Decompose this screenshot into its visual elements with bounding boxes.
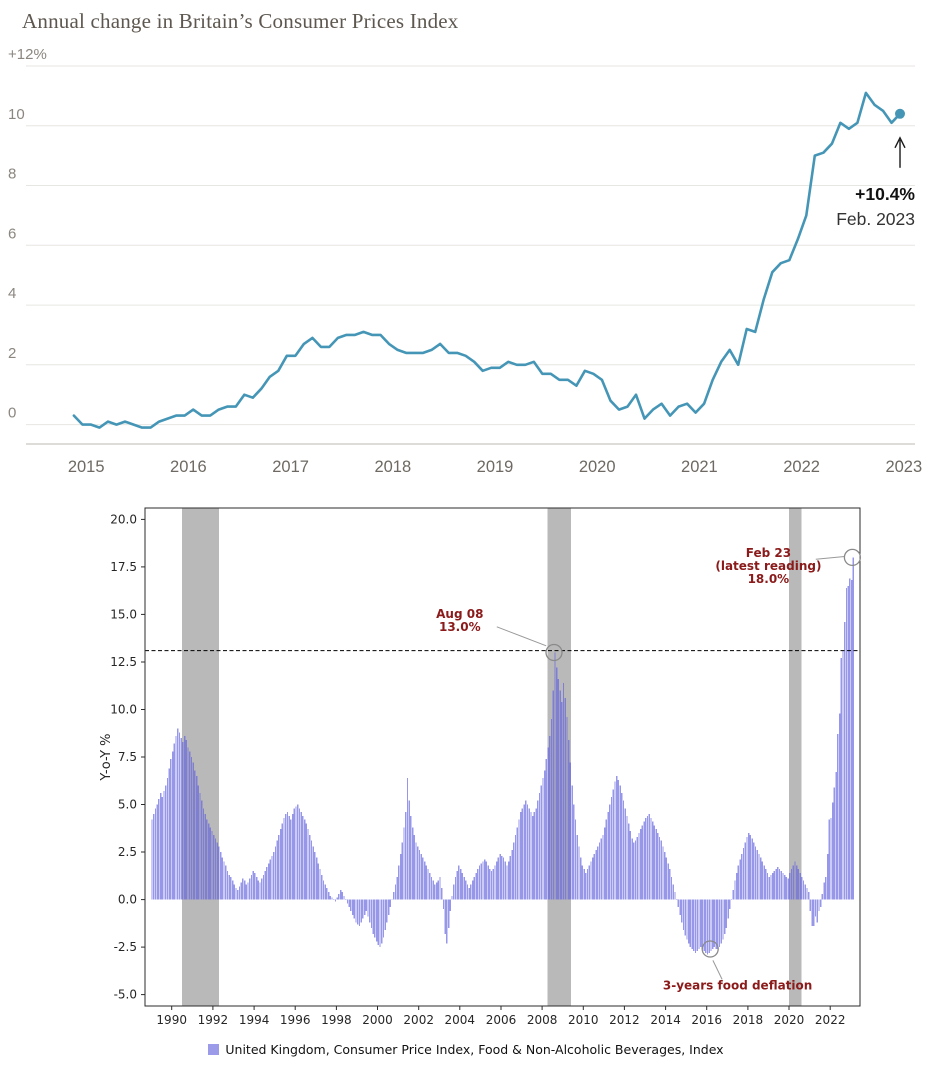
y-tick-label: -5.0 bbox=[114, 988, 137, 1002]
y-tick-label: 20.0 bbox=[110, 512, 137, 526]
x-tick-label: 2020 bbox=[579, 458, 616, 476]
x-tick-label: 2010 bbox=[568, 1013, 599, 1027]
food-cpi-figure: -5.0 -2.5 0.0 2.5 5.0 7.5 10.0 12.5 15.0 17.5 20.0… bbox=[0, 502, 932, 1057]
x-tick-label: 1992 bbox=[198, 1013, 229, 1027]
y-tick-label: +12% bbox=[8, 46, 47, 63]
x-tick-label: 2023 bbox=[885, 458, 922, 476]
top-gridlines: 0 2 4 6 8 10 +12% bbox=[8, 46, 915, 426]
y-tick-label: 17.5 bbox=[110, 560, 137, 574]
food-cpi-bars bbox=[151, 557, 854, 955]
x-tick-label: 1994 bbox=[239, 1013, 270, 1027]
annotation-text: 18.0% bbox=[748, 572, 790, 586]
x-tick-label: 2006 bbox=[486, 1013, 517, 1027]
y-tick-label: 2 bbox=[8, 345, 16, 362]
y-tick-label: -2.5 bbox=[114, 940, 137, 954]
x-tick-label: 2014 bbox=[650, 1013, 681, 1027]
latest-date-label: Feb. 2023 bbox=[836, 209, 915, 229]
annotation-leader-line bbox=[712, 960, 723, 980]
y-tick-label: 7.5 bbox=[118, 750, 137, 764]
x-tick-label: 2017 bbox=[272, 458, 309, 476]
x-tick-label: 2008 bbox=[527, 1013, 558, 1027]
x-tick-label: 2004 bbox=[445, 1013, 476, 1027]
x-tick-label: 2019 bbox=[477, 458, 514, 476]
x-tick-label: 2000 bbox=[362, 1013, 393, 1027]
annotation-text: 3-years food deflation bbox=[663, 979, 812, 993]
x-tick-label: 2015 bbox=[68, 458, 105, 476]
annotation-text: (latest reading) bbox=[715, 559, 821, 573]
y-tick-label: 12.5 bbox=[110, 655, 137, 669]
annotation-circle bbox=[701, 940, 719, 958]
y-tick-label: 6 bbox=[8, 225, 16, 242]
x-tick-label: 2002 bbox=[403, 1013, 434, 1027]
x-tick-label: 2012 bbox=[609, 1013, 640, 1027]
page-title: Annual change in Britain’s Consumer Pric… bbox=[22, 9, 459, 33]
x-tick-label: 2018 bbox=[733, 1013, 764, 1027]
annotation-text: Aug 08 bbox=[436, 607, 483, 621]
x-tick-label: 2016 bbox=[691, 1013, 722, 1027]
y-tick-label: 10.0 bbox=[110, 703, 137, 717]
y-tick-label: 10 bbox=[8, 106, 25, 123]
annotation-text: 13.0% bbox=[439, 620, 481, 634]
latest-value-label: +10.4% bbox=[855, 184, 915, 204]
latest-value-annotation: +10.4% Feb. 2023 bbox=[836, 136, 915, 229]
annotation-text: Feb 23 bbox=[746, 546, 791, 560]
annotation-leader-line bbox=[815, 556, 845, 560]
latest-point-dot bbox=[895, 108, 905, 119]
top-x-tick-labels: 2015 2016 2017 2018 2019 2020 2021 2022 2023 bbox=[68, 458, 922, 476]
legend-swatch-icon bbox=[208, 1044, 220, 1055]
x-tick-label: 2022 bbox=[815, 1013, 846, 1027]
x-tick-label: 2021 bbox=[681, 458, 718, 476]
chart-legend: United Kingdom, Consumer Price Index, Fo… bbox=[0, 1042, 932, 1057]
y-tick-label: 0.0 bbox=[118, 893, 137, 907]
recession-band bbox=[789, 508, 802, 1006]
y-tick-label: 5.0 bbox=[118, 798, 137, 812]
y-tick-label: 15.0 bbox=[110, 607, 137, 621]
x-tick-label: 1996 bbox=[280, 1013, 311, 1027]
y-axis-label: Y-o-Y % bbox=[99, 733, 114, 781]
y-tick-label: 0 bbox=[8, 405, 16, 422]
food-cpi-bar-chart: -5.0 -2.5 0.0 2.5 5.0 7.5 10.0 12.5 15.0 17.5 20.0… bbox=[99, 507, 862, 1027]
x-tick-label: 2018 bbox=[374, 458, 411, 476]
annotation-circle bbox=[843, 548, 862, 567]
annotation-leader-line bbox=[496, 626, 547, 647]
legend-label: United Kingdom, Consumer Price Index, Fo… bbox=[225, 1042, 724, 1057]
y-tick-label: 4 bbox=[8, 285, 16, 302]
bottom-axes-ticks: -5.0 -2.5 0.0 2.5 5.0 7.5 10.0 12.5 15.0 17.5 20.0… bbox=[110, 512, 845, 1027]
y-tick-label: 8 bbox=[8, 166, 16, 183]
cpi-line bbox=[72, 91, 902, 429]
x-tick-label: 1998 bbox=[321, 1013, 352, 1027]
x-tick-label: 1990 bbox=[156, 1013, 187, 1027]
x-tick-label: 2020 bbox=[774, 1013, 805, 1027]
x-tick-label: 2016 bbox=[170, 458, 207, 476]
x-tick-label: 2022 bbox=[783, 458, 820, 476]
annotation-circle bbox=[545, 643, 563, 662]
y-tick-label: 2.5 bbox=[118, 845, 137, 859]
